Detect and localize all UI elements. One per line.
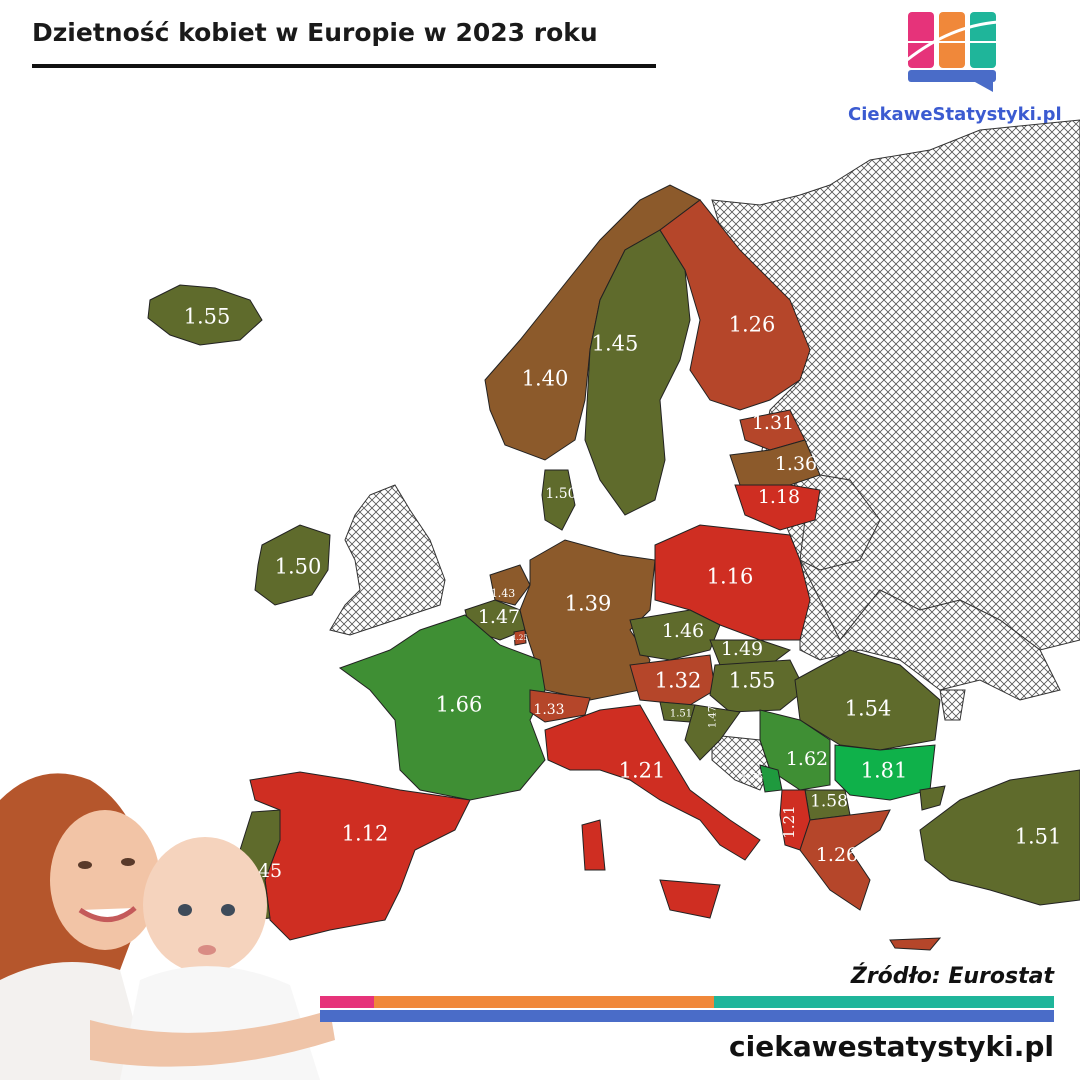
region-denmark <box>541 469 576 531</box>
label-norway: 1.40 <box>522 367 569 391</box>
label-france: 1.66 <box>436 693 483 717</box>
label-denmark: 1.50 <box>545 486 576 502</box>
region-turkey <box>919 769 1080 906</box>
label-estonia: 1.31 <box>752 412 794 434</box>
region-ireland <box>254 524 331 606</box>
region-bulgaria <box>834 744 936 801</box>
label-luxembourg: 1.25 <box>512 634 528 642</box>
label-germany: 1.39 <box>565 592 612 616</box>
region-switzerland <box>529 689 591 723</box>
label-ireland: 1.50 <box>275 555 322 579</box>
label-latvia: 1.36 <box>775 453 817 475</box>
label-czechia: 1.46 <box>662 620 704 642</box>
region-hungary <box>709 659 806 713</box>
region-croatia <box>684 704 741 761</box>
brand-logo-icon <box>906 12 999 92</box>
brand-bar-blue <box>320 1010 1054 1022</box>
label-austria: 1.32 <box>655 669 702 693</box>
region-finland <box>659 199 811 411</box>
title-underline <box>32 64 656 68</box>
label-north-macedonia: 1.58 <box>810 792 848 812</box>
label-netherlands: 1.43 <box>491 587 516 600</box>
region-czechia <box>629 609 721 661</box>
label-croatia: 1.47 <box>708 706 719 728</box>
region-france <box>338 614 546 801</box>
region-italy <box>544 704 761 919</box>
label-spain: 1.12 <box>342 822 389 846</box>
label-slovenia: 1.51 <box>670 709 692 720</box>
map-labels: 1.55 1.50 1.40 1.45 1.26 1.31 1.36 1.18 … <box>184 305 1062 883</box>
page-title: Dzietność kobiet w Europie w 2023 roku <box>32 18 598 47</box>
label-bulgaria: 1.81 <box>861 759 908 783</box>
label-finland: 1.26 <box>729 313 776 337</box>
label-sweden: 1.45 <box>592 332 639 356</box>
label-turkey: 1.51 <box>1015 825 1062 849</box>
label-greece: 1.26 <box>816 844 858 866</box>
label-belgium: 1.47 <box>478 606 520 628</box>
brand-bar-orange <box>374 996 714 1008</box>
brand-bar-pink <box>320 996 374 1008</box>
region-lithuania <box>734 484 821 531</box>
region-iceland <box>147 284 263 346</box>
label-montenegro: 1.76 <box>741 773 763 784</box>
label-slovakia: 1.49 <box>721 638 763 660</box>
label-iceland: 1.55 <box>184 305 231 329</box>
region-poland <box>654 524 811 641</box>
label-albania: 1.21 <box>780 805 798 838</box>
label-poland: 1.16 <box>707 565 754 589</box>
source-note: Źródło: Eurostat <box>850 964 1054 989</box>
label-italy: 1.21 <box>619 759 666 783</box>
mother-baby-photo <box>0 773 335 1080</box>
region-netherlands <box>489 564 531 606</box>
label-lithuania: 1.18 <box>758 486 800 508</box>
label-serbia: 1.62 <box>786 748 828 770</box>
label-switzerland: 1.33 <box>533 702 564 718</box>
website-url: ciekawestatystyki.pl <box>729 1030 1054 1063</box>
brand-bar-teal <box>714 996 1054 1008</box>
region-slovakia <box>709 639 792 666</box>
label-romania: 1.54 <box>845 697 892 721</box>
no-data-moldova <box>939 689 966 721</box>
region-luxembourg <box>513 629 527 646</box>
region-greece <box>799 809 942 951</box>
label-hungary: 1.55 <box>729 669 776 693</box>
logo-text: CiekaweStatystyki.pl <box>848 104 1062 125</box>
no-data-uk <box>329 484 446 636</box>
